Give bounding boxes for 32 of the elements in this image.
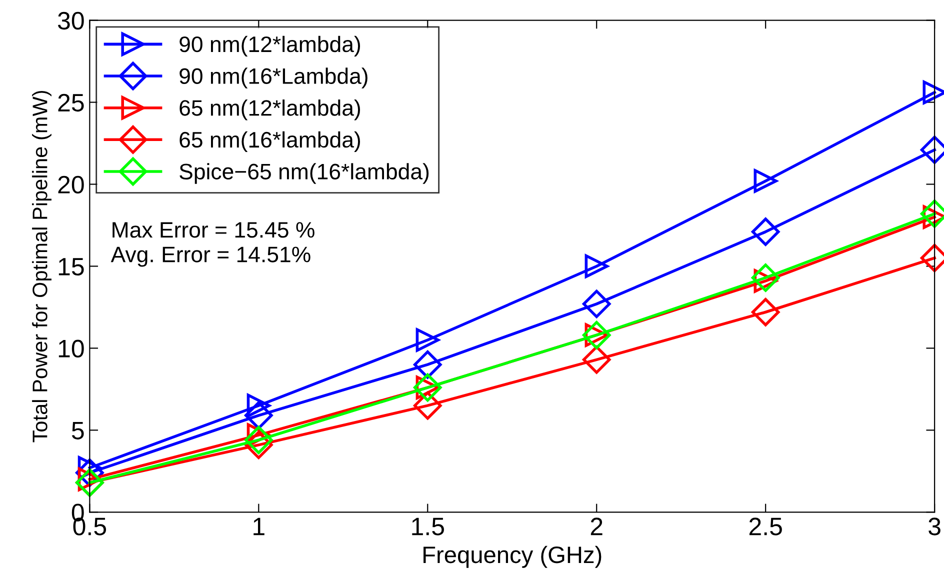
point <box>416 328 440 352</box>
point <box>584 254 608 278</box>
legend-label: 65 nm(12*lambda) <box>180 100 360 120</box>
x-tick-label: 2.5 <box>749 518 782 536</box>
x-axis-title: Frequency (GHz) <box>424 546 602 568</box>
point <box>751 218 780 246</box>
point <box>582 290 611 318</box>
y-tick-label: 30 <box>58 12 84 30</box>
x-tick-label: 1.5 <box>412 518 444 536</box>
point <box>244 426 273 454</box>
legend-label: 65 nm(16*lambda) <box>180 131 360 152</box>
legend-label: 90 nm(12*lambda) <box>180 36 360 57</box>
annotation: Avg. Error = 14.51% <box>110 246 310 267</box>
legend-label: Spice−65 nm(16*lambda) <box>180 163 429 184</box>
annotation: Max Error = 15.45 % <box>112 222 314 238</box>
y-tick-label: 20 <box>58 176 84 194</box>
point <box>413 391 442 420</box>
y-tick-label: 25 <box>58 94 84 112</box>
point <box>754 169 778 193</box>
x-tick-label: 2 <box>590 518 602 536</box>
point <box>413 350 442 379</box>
y-axis-title: Total Power for Optimal Pipeline (mW) <box>32 90 52 442</box>
y-tick-label: 15 <box>58 258 84 276</box>
point <box>244 401 273 430</box>
legend-label: 90 nm(16*Lambda) <box>180 68 368 88</box>
y-tick-label: 5 <box>72 422 84 440</box>
y-tick-label: 10 <box>58 340 84 358</box>
x-tick-label: 1 <box>254 518 264 536</box>
x-tick-label: 3 <box>928 518 940 536</box>
point <box>751 264 780 292</box>
point <box>582 346 611 374</box>
point <box>751 298 780 326</box>
